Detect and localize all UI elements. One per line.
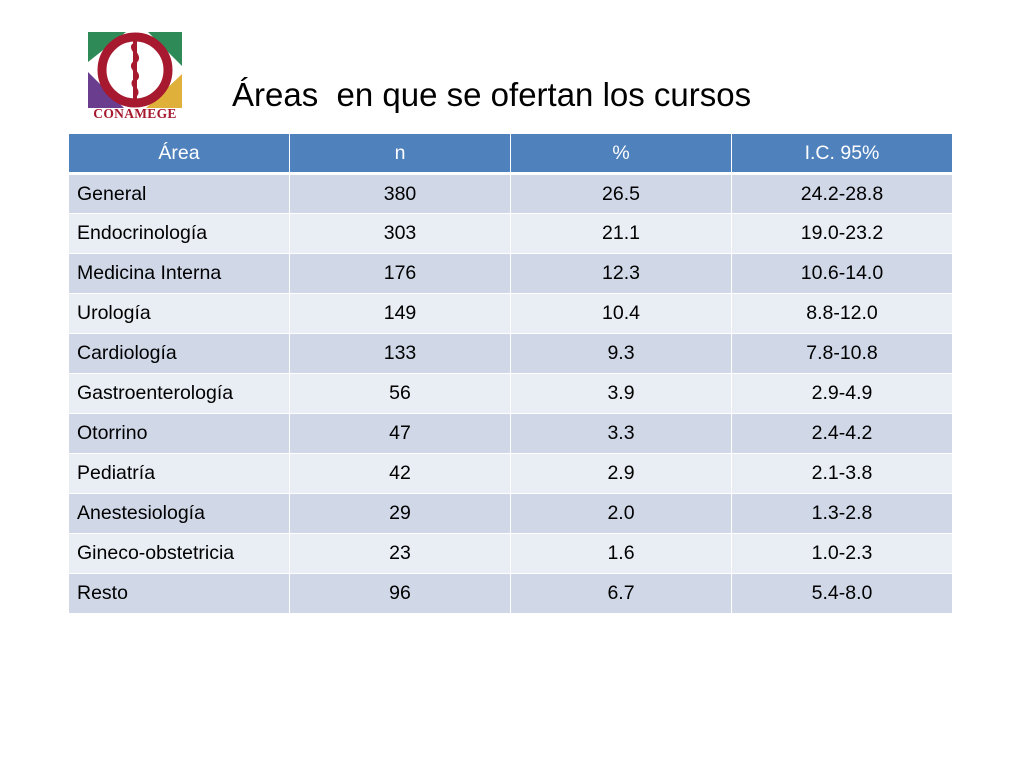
table-row: Endocrinología 303 21.1 19.0-23.2 xyxy=(68,213,953,254)
table-row: Gineco-obstetricia 23 1.6 1.0-2.3 xyxy=(68,533,953,574)
cell-ci: 5.4-8.0 xyxy=(731,573,953,614)
cell-ci: 2.1-3.8 xyxy=(731,453,953,494)
cell-percent: 12.3 xyxy=(510,253,732,294)
cell-percent: 3.3 xyxy=(510,413,732,454)
conamege-logo: CONAMEGE xyxy=(88,32,182,122)
cell-ci: 1.0-2.3 xyxy=(731,533,953,574)
table-row: Anestesiología 29 2.0 1.3-2.8 xyxy=(68,493,953,534)
cell-ci: 2.4-4.2 xyxy=(731,413,953,454)
cell-n: 380 xyxy=(289,173,511,214)
cell-percent: 21.1 xyxy=(510,213,732,254)
cell-percent: 1.6 xyxy=(510,533,732,574)
logo-text: CONAMEGE xyxy=(93,106,177,121)
cell-percent: 3.9 xyxy=(510,373,732,414)
cell-area: Resto xyxy=(68,573,290,614)
header-n: n xyxy=(289,133,511,175)
cell-n: 56 xyxy=(289,373,511,414)
cell-area: Cardiología xyxy=(68,333,290,374)
cell-n: 176 xyxy=(289,253,511,294)
cell-percent: 6.7 xyxy=(510,573,732,614)
cell-area: Anestesiología xyxy=(68,493,290,534)
cell-area: General xyxy=(68,173,290,214)
cell-ci: 1.3-2.8 xyxy=(731,493,953,534)
cell-area: Medicina Interna xyxy=(68,253,290,294)
table-row: Cardiología 133 9.3 7.8-10.8 xyxy=(68,333,953,374)
table-row: Urología 149 10.4 8.8-12.0 xyxy=(68,293,953,334)
cell-percent: 2.0 xyxy=(510,493,732,534)
cell-percent: 2.9 xyxy=(510,453,732,494)
cell-area: Gastroenterología xyxy=(68,373,290,414)
cell-ci: 24.2-28.8 xyxy=(731,173,953,214)
header-percent: % xyxy=(510,133,732,175)
cell-area: Endocrinología xyxy=(68,213,290,254)
cell-n: 96 xyxy=(289,573,511,614)
cell-ci: 8.8-12.0 xyxy=(731,293,953,334)
header-area: Área xyxy=(68,133,290,175)
cell-n: 303 xyxy=(289,213,511,254)
table-row: Medicina Interna 176 12.3 10.6-14.0 xyxy=(68,253,953,294)
cell-n: 23 xyxy=(289,533,511,574)
cell-ci: 10.6-14.0 xyxy=(731,253,953,294)
cell-n: 149 xyxy=(289,293,511,334)
table-row: Pediatría 42 2.9 2.1-3.8 xyxy=(68,453,953,494)
cell-percent: 26.5 xyxy=(510,173,732,214)
header-ci: I.C. 95% xyxy=(731,133,953,175)
cell-area: Otorrino xyxy=(68,413,290,454)
table-header-row: Área n % I.C. 95% xyxy=(68,133,953,175)
table-row: Resto 96 6.7 5.4-8.0 xyxy=(68,573,953,614)
table-row: General 380 26.5 24.2-28.8 xyxy=(68,173,953,214)
cell-percent: 10.4 xyxy=(510,293,732,334)
table-row: Otorrino 47 3.3 2.4-4.2 xyxy=(68,413,953,454)
courses-table: Área n % I.C. 95% General 380 26.5 24.2-… xyxy=(68,133,953,614)
cell-ci: 2.9-4.9 xyxy=(731,373,953,414)
cell-percent: 9.3 xyxy=(510,333,732,374)
cell-n: 42 xyxy=(289,453,511,494)
cell-area: Gineco-obstetricia xyxy=(68,533,290,574)
cell-n: 47 xyxy=(289,413,511,454)
cell-ci: 7.8-10.8 xyxy=(731,333,953,374)
cell-area: Pediatría xyxy=(68,453,290,494)
caduceus-emblem-icon xyxy=(88,32,182,108)
cell-n: 133 xyxy=(289,333,511,374)
cell-ci: 19.0-23.2 xyxy=(731,213,953,254)
table-row: Gastroenterología 56 3.9 2.9-4.9 xyxy=(68,373,953,414)
cell-n: 29 xyxy=(289,493,511,534)
cell-area: Urología xyxy=(68,293,290,334)
slide-title: Áreas en que se ofertan los cursos xyxy=(232,76,752,113)
